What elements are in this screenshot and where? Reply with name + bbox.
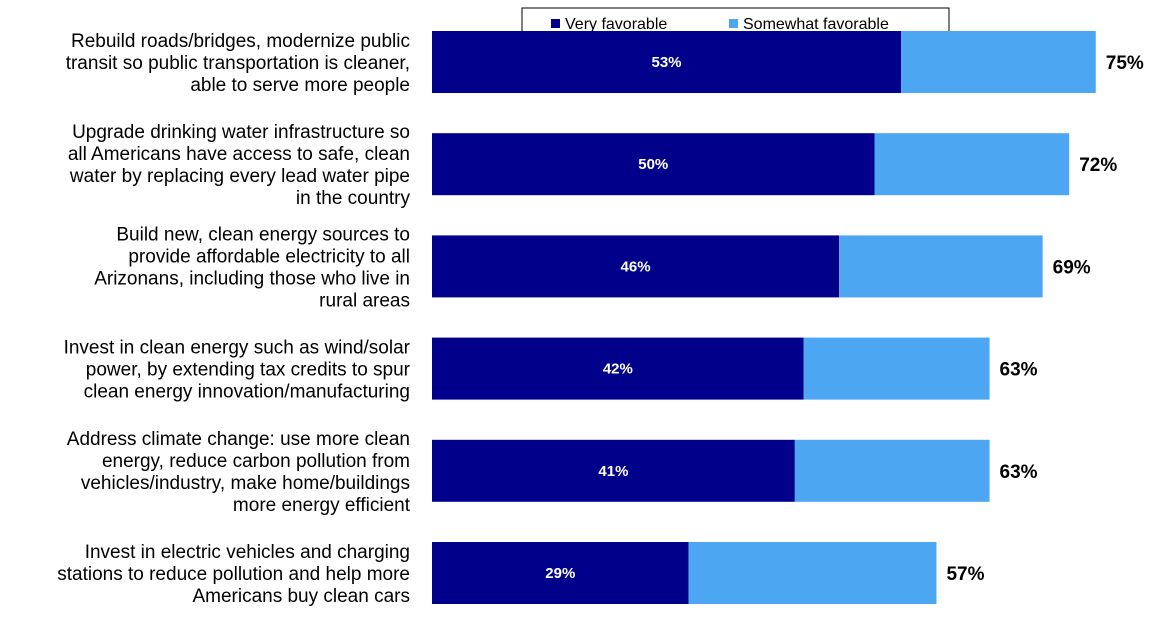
bar-value-label: 41% (598, 463, 628, 480)
category-label-line: Americans buy clean cars (192, 586, 410, 607)
bar-value-labels: 53% 50% 46% 42% 41% 29% (545, 54, 681, 582)
bar-somewhat-favorable (688, 542, 937, 604)
category-label-line: Arizonans, including those who live in (94, 268, 410, 289)
bar-value-label: 46% (621, 258, 651, 275)
total-value-label: 57% (946, 564, 984, 585)
bar-somewhat-favorable (901, 31, 1096, 93)
total-value-label: 72% (1079, 155, 1117, 176)
category-label-line: Invest in clean energy such as wind/sola… (64, 338, 411, 359)
category-label-line: Invest in electric vehicles and charging (85, 542, 410, 563)
legend-entry-label: Somewhat favorable (743, 16, 889, 33)
bar-very-favorable (432, 133, 875, 196)
total-labels: 75% 72% 69% 63% 63% 57% (946, 53, 1143, 585)
category-label-line: rural areas (319, 290, 410, 311)
category-label-line: transit so public transportation is clea… (66, 53, 410, 74)
category-label-line: stations to reduce pollution and help mo… (57, 564, 410, 585)
bar-somewhat-favorable (794, 439, 990, 502)
bar-value-label: 50% (638, 156, 668, 173)
category-label-line: energy, reduce carbon pollution from (102, 451, 410, 472)
bar-somewhat-favorable (803, 337, 990, 400)
bar-somewhat-favorable (874, 133, 1070, 196)
category-label-line: clean energy innovation/manufacturing (84, 382, 410, 403)
total-value-label: 75% (1106, 53, 1144, 74)
category-label-line: provide affordable electricity to all (128, 246, 410, 267)
category-label-line: vehicles/industry, make home/buildings (81, 473, 410, 494)
category-label-line: Build new, clean energy sources to (116, 224, 410, 245)
category-label-line: able to serve more people (190, 75, 410, 96)
category-labels: Rebuild roads/bridges, modernize publict… (57, 31, 411, 607)
bar-somewhat-favorable (839, 235, 1043, 298)
total-value-label: 63% (1000, 462, 1038, 483)
bar-very-favorable (432, 31, 902, 93)
category-label-line: power, by extending tax credits to spur (86, 360, 411, 381)
category-label-line: in the country (296, 188, 411, 209)
legend-swatch (729, 19, 738, 28)
bar-very-favorable (432, 439, 795, 502)
legend-swatch (551, 19, 560, 28)
category-label-line: Upgrade drinking water infrastructure so (72, 122, 410, 143)
category-label-line: all Americans have access to safe, clean (68, 144, 410, 165)
legend-entry-label: Very favorable (565, 16, 667, 33)
bar-value-label: 53% (652, 54, 682, 71)
bar-very-favorable (432, 235, 840, 298)
category-label-line: more energy efficient (233, 495, 411, 516)
bars (432, 31, 1096, 604)
category-label-line: Address climate change: use more clean (67, 429, 410, 450)
total-value-label: 69% (1053, 257, 1091, 278)
bar-very-favorable (432, 542, 689, 604)
bar-value-label: 29% (545, 565, 575, 582)
bar-value-label: 42% (603, 361, 633, 378)
bar-very-favorable (432, 337, 804, 400)
category-label-line: water by replacing every lead water pipe (69, 166, 410, 187)
category-label-line: Rebuild roads/bridges, modernize public (71, 31, 410, 52)
total-value-label: 63% (1000, 360, 1038, 381)
